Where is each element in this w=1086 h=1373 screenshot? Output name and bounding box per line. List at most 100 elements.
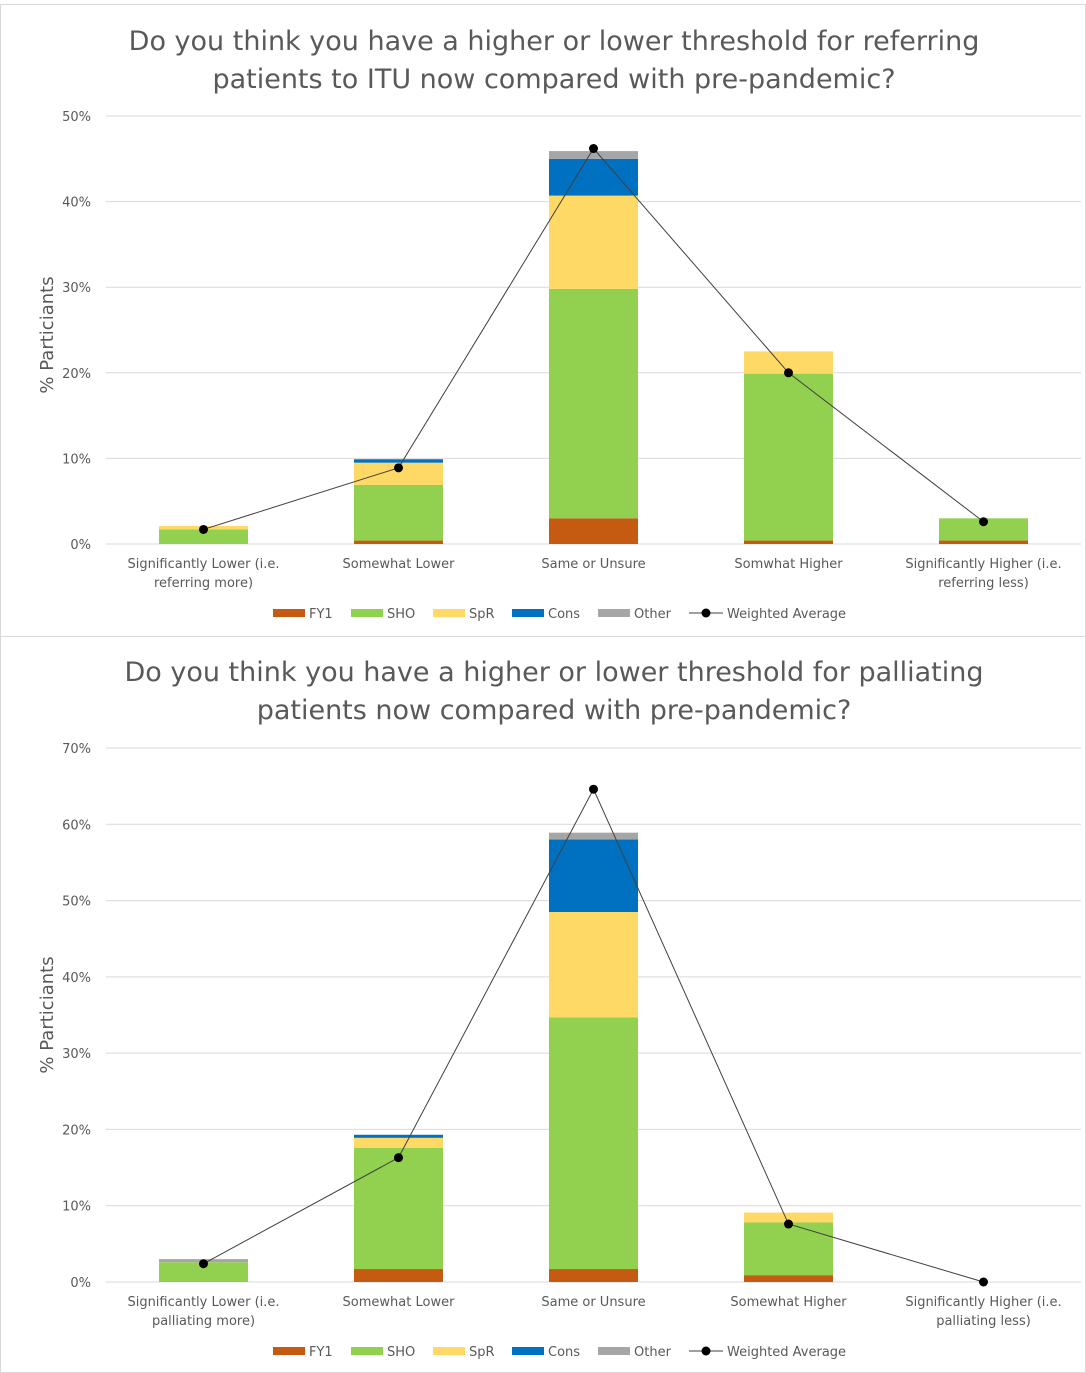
bar-segment-fy1 [744, 540, 833, 544]
legend-label-sho: SHO [387, 1345, 415, 1360]
bar-segment-cons [549, 158, 638, 196]
legend-swatch-spr [433, 1347, 465, 1355]
x-tick-label: Somwhat Higher [734, 557, 843, 572]
y-tick-label: 0% [70, 538, 91, 553]
y-axis-label: % Particiants [37, 276, 58, 393]
bar-segment-sho [744, 1222, 833, 1276]
x-tick-label: Same or Unsure [541, 557, 645, 572]
legend-swatch-spr [433, 609, 465, 617]
legend-swatch-cons [512, 1347, 544, 1355]
bar-segment-fy1 [354, 540, 443, 544]
x-tick-label: palliating less) [936, 1314, 1031, 1329]
chart-svg-palliating: Do you think you have a higher or lower … [37, 657, 1081, 1360]
bar-segment-spr [744, 1212, 833, 1223]
legend-swatch-other [598, 609, 630, 617]
y-axis-label: % Particiants [37, 956, 58, 1073]
x-tick-label: Same or Unsure [541, 1295, 645, 1310]
bar-segment-sho [354, 484, 443, 541]
weighted-average-point [394, 463, 403, 473]
bar-segment-spr [354, 462, 443, 485]
legend-swatch-other [598, 1347, 630, 1355]
legend-swatch-cons [512, 609, 544, 617]
y-tick-label: 60% [62, 818, 91, 833]
weighted-average-point [394, 1153, 403, 1163]
bar-segment-fy1 [354, 1269, 443, 1282]
bar-segment-sho [939, 518, 1028, 541]
chart-panel-palliating: Do you think you have a higher or lower … [0, 636, 1086, 1373]
chart-title-line: patients to ITU now compared with pre-pa… [212, 64, 895, 95]
legend-label-spr: SpR [469, 607, 495, 622]
bar-segment-cons [354, 459, 443, 463]
chart-svg-referring-itu: Do you think you have a higher or lower … [37, 26, 1081, 622]
weighted-average-point [784, 368, 793, 378]
bar-segment-spr [354, 1137, 443, 1148]
legend-label-weighted-average: Weighted Average [727, 607, 846, 622]
x-tick-label: palliating more) [152, 1314, 255, 1329]
x-tick-label: Significantly Higher (i.e. [905, 557, 1061, 572]
legend-swatch-fy1 [273, 1347, 305, 1355]
bar-segment-other [549, 832, 638, 840]
chart-title-line: Do you think you have a higher or lower … [124, 657, 983, 688]
x-tick-label: referring more) [154, 576, 253, 591]
x-tick-label: Significantly Lower (i.e. [127, 557, 279, 572]
bar-segment-sho [744, 373, 833, 541]
y-tick-label: 40% [62, 196, 91, 211]
bar-segment-fy1 [939, 540, 1028, 544]
y-tick-label: 0% [70, 1276, 91, 1291]
x-tick-label: Significantly Lower (i.e. [127, 1295, 279, 1310]
bar-segment-spr [549, 195, 638, 289]
y-tick-label: 10% [62, 1200, 91, 1215]
legend-label-cons: Cons [548, 607, 580, 622]
weighted-average-point [979, 1277, 988, 1287]
legend-label-cons: Cons [548, 1345, 580, 1360]
bar-segment-cons [549, 839, 638, 913]
bar-segment-fy1 [549, 1269, 638, 1282]
legend-label-other: Other [634, 607, 672, 622]
legend-swatch-sho [351, 1347, 383, 1355]
weighted-average-point [784, 1219, 793, 1229]
legend-marker-weighted-average [701, 1346, 711, 1356]
y-tick-label: 30% [62, 281, 91, 296]
y-tick-label: 50% [62, 895, 91, 910]
x-tick-label: Somewhat Lower [343, 557, 456, 572]
x-tick-label: referring less) [938, 576, 1029, 591]
legend-swatch-fy1 [273, 609, 305, 617]
weighted-average-point [589, 784, 598, 794]
bar-segment-sho [159, 529, 248, 544]
chart-title-line: Do you think you have a higher or lower … [129, 26, 980, 57]
y-tick-label: 10% [62, 452, 91, 467]
legend-label-other: Other [634, 1345, 672, 1360]
bar-segment-other [549, 151, 638, 159]
legend-label-fy1: FY1 [309, 607, 333, 622]
bar-segment-fy1 [549, 518, 638, 544]
bar-segment-sho [549, 1017, 638, 1270]
weighted-average-point [589, 144, 598, 154]
y-tick-label: 20% [62, 1123, 91, 1138]
y-tick-label: 70% [62, 742, 91, 757]
y-tick-label: 50% [62, 110, 91, 125]
legend-swatch-sho [351, 609, 383, 617]
legend-label-spr: SpR [469, 1345, 495, 1360]
y-tick-label: 20% [62, 367, 91, 382]
chart-title-line: patients now compared with pre-pandemic? [257, 695, 852, 726]
weighted-average-point [979, 517, 988, 527]
legend-marker-weighted-average [701, 608, 711, 618]
weighted-average-point [199, 524, 208, 534]
bar-segment-sho [159, 1262, 248, 1282]
y-tick-label: 40% [62, 971, 91, 986]
bar-segment-spr [744, 351, 833, 374]
x-tick-label: Somewhat Higher [730, 1295, 847, 1310]
bar-segment-cons [354, 1134, 443, 1138]
chart-panel-referring-itu: Do you think you have a higher or lower … [0, 4, 1086, 638]
weighted-average-point [199, 1259, 208, 1269]
bar-segment-spr [549, 912, 638, 1018]
bar-segment-sho [354, 1147, 443, 1270]
bar-segment-fy1 [744, 1275, 833, 1282]
bar-segment-sho [549, 288, 638, 519]
y-tick-label: 30% [62, 1047, 91, 1062]
legend-label-sho: SHO [387, 607, 415, 622]
legend-label-weighted-average: Weighted Average [727, 1345, 846, 1360]
legend-label-fy1: FY1 [309, 1345, 333, 1360]
x-tick-label: Significantly Higher (i.e. [905, 1295, 1061, 1310]
x-tick-label: Somewhat Lower [343, 1295, 456, 1310]
